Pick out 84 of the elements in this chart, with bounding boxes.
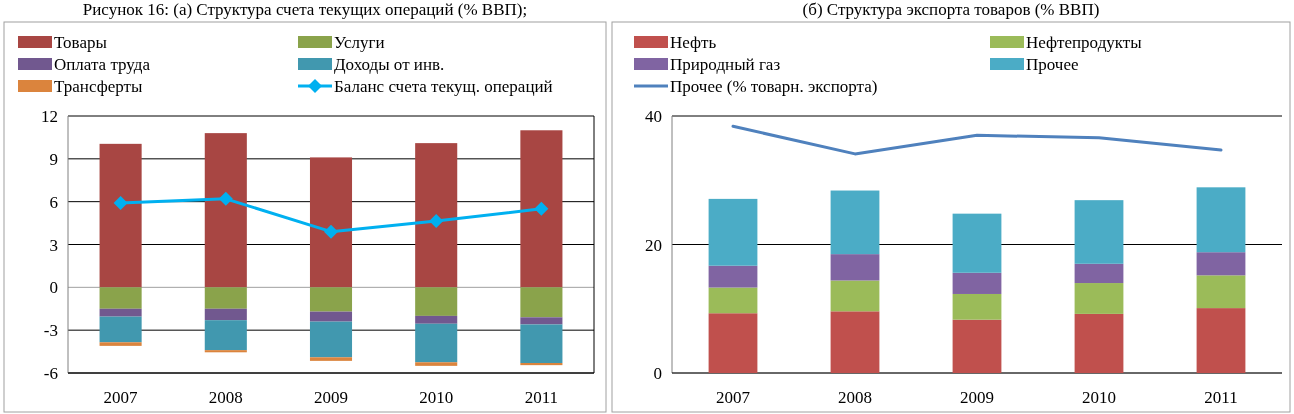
bar: [1074, 263, 1124, 284]
bar: [952, 213, 1002, 273]
legend-label: Трансферты: [54, 77, 143, 96]
bar: [309, 357, 353, 361]
bar: [309, 321, 353, 358]
bar: [520, 324, 563, 364]
x-tick-label: 2009: [314, 388, 348, 407]
bar: [415, 287, 458, 316]
y-tick-label: 0: [49, 278, 58, 298]
y-tick-label: -6: [43, 364, 58, 383]
legend-label: Оплата труда: [54, 55, 151, 74]
bar: [708, 287, 758, 314]
bar: [520, 287, 563, 318]
x-tick-label: 2009: [960, 388, 994, 407]
bar: [415, 315, 458, 324]
x-tick-label: 2007: [103, 388, 139, 407]
bar: [99, 287, 142, 309]
bar: [520, 363, 563, 366]
y-tick-label: 40: [645, 107, 662, 126]
bar: [204, 350, 247, 353]
y-tick-label: 12: [41, 107, 58, 126]
legend-label: Природный газ: [670, 55, 781, 74]
bar: [708, 313, 758, 373]
bar: [415, 362, 458, 366]
y-tick-label: 6: [49, 192, 58, 212]
bar: [99, 342, 142, 346]
legend-label: Прочее: [1026, 55, 1079, 74]
bar: [1074, 283, 1124, 314]
bar: [1196, 187, 1246, 253]
bar: [99, 143, 142, 288]
line-series: [731, 124, 1223, 156]
x-tick-label: 2011: [1204, 388, 1238, 407]
legend-label: Товары: [54, 33, 108, 52]
x-tick-label: 2011: [524, 388, 559, 407]
bar: [1074, 200, 1124, 264]
bar: [99, 316, 142, 343]
bar: [415, 143, 458, 288]
bar: [309, 311, 353, 322]
point: [113, 196, 128, 211]
bar: [309, 287, 353, 312]
bar: [204, 133, 247, 288]
y-tick-label: -3: [43, 321, 58, 341]
legend-label: Доходы от инв.: [334, 55, 445, 74]
bar: [415, 323, 458, 363]
chart-title: (б) Структура экспорта товаров (% ВВП): [802, 0, 1100, 19]
bar: [520, 317, 563, 325]
bar: [952, 272, 1002, 294]
bar: [830, 254, 880, 281]
bar: [952, 319, 1002, 373]
y-tick-label: 9: [49, 149, 58, 169]
bar: [99, 308, 142, 317]
bar: [1196, 275, 1246, 309]
x-tick-label: 2010: [419, 388, 454, 407]
x-tick-label: 2007: [716, 388, 751, 407]
bar: [204, 287, 247, 309]
x-tick-label: 2008: [838, 388, 872, 407]
y-tick-label: 3: [49, 235, 58, 255]
legend-label: Баланс счета текущ. операций: [334, 77, 553, 96]
point: [429, 213, 444, 228]
legend-label: Услуги: [334, 33, 385, 52]
bar: [204, 320, 247, 351]
bar: [520, 130, 563, 288]
bar: [1074, 313, 1124, 373]
legend-label: Нефть: [670, 33, 717, 52]
legend-label: Прочее (% товарн. экспорта): [670, 77, 878, 96]
bar: [708, 265, 758, 288]
bar: [708, 198, 758, 266]
chart-title: Рисунок 16: (а) Структура счета текущих операций (% ВВП);: [82, 0, 528, 19]
y-tick-label: 20: [645, 235, 662, 255]
y-tick-label: 0: [653, 364, 662, 383]
bar: [952, 293, 1002, 320]
bar: [204, 308, 247, 321]
point: [534, 201, 549, 216]
bar: [1196, 308, 1246, 373]
x-tick-label: 2010: [1082, 388, 1116, 407]
bar: [1196, 252, 1246, 276]
bar: [830, 311, 880, 373]
point: [218, 191, 233, 206]
point: [324, 224, 338, 239]
bar: [309, 157, 353, 288]
x-tick-label: 2008: [208, 388, 243, 407]
legend-label: Нефтепродукты: [1026, 33, 1143, 52]
bar: [830, 190, 880, 255]
bar: [830, 280, 880, 312]
